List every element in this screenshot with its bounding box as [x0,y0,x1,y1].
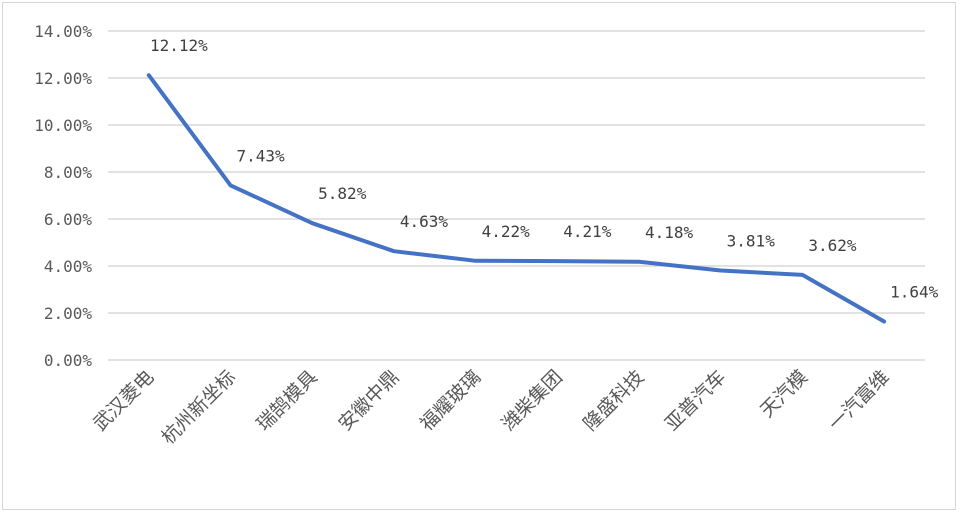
x-category-label: 亚普汽车 [661,366,730,435]
x-category-label: 一汽富维 [824,366,893,435]
y-tick-label: 0.00% [44,351,93,370]
data-label: 12.12% [150,36,208,55]
y-tick-label: 14.00% [34,22,92,41]
x-category-label: 武汉菱电 [89,366,158,435]
data-labels: 12.12% 7.43% 5.82% 4.63% 4.22% 4.21% 4.18% 3.81… [150,36,939,301]
data-label: 4.18% [645,223,694,242]
y-tick-label: 12.00% [34,69,92,88]
x-category-label: 隆盛科技 [579,366,648,435]
series-line [146,73,887,324]
data-label: 5.82% [318,184,367,203]
x-category-label: 潍柴集团 [498,366,567,435]
data-label: 1.64% [890,282,939,301]
x-category-label: 安徽中鼎 [334,366,403,435]
data-label: 3.81% [727,231,776,250]
x-category-label: 福耀玻璃 [416,366,485,435]
gridlines [108,30,925,361]
x-category-label: 杭州新坐标 [157,366,240,449]
y-tick-label: 8.00% [44,163,93,182]
y-tick-label: 4.00% [44,257,93,276]
data-label: 7.43% [236,146,285,165]
data-label: 4.22% [482,222,531,241]
y-tick-label: 6.00% [44,210,93,229]
data-label: 4.63% [400,212,449,231]
data-label: 3.62% [808,236,857,255]
data-label: 4.21% [563,222,612,241]
y-tick-label: 10.00% [34,116,92,135]
y-axis-ticks: 0.00% 2.00% 4.00% 6.00% 8.00% 10.00% 12.00% 14.… [34,22,92,370]
y-tick-label: 2.00% [44,304,93,323]
x-category-label: 天汽模 [756,366,812,422]
x-category-label: 瑞鹄模具 [252,366,321,435]
